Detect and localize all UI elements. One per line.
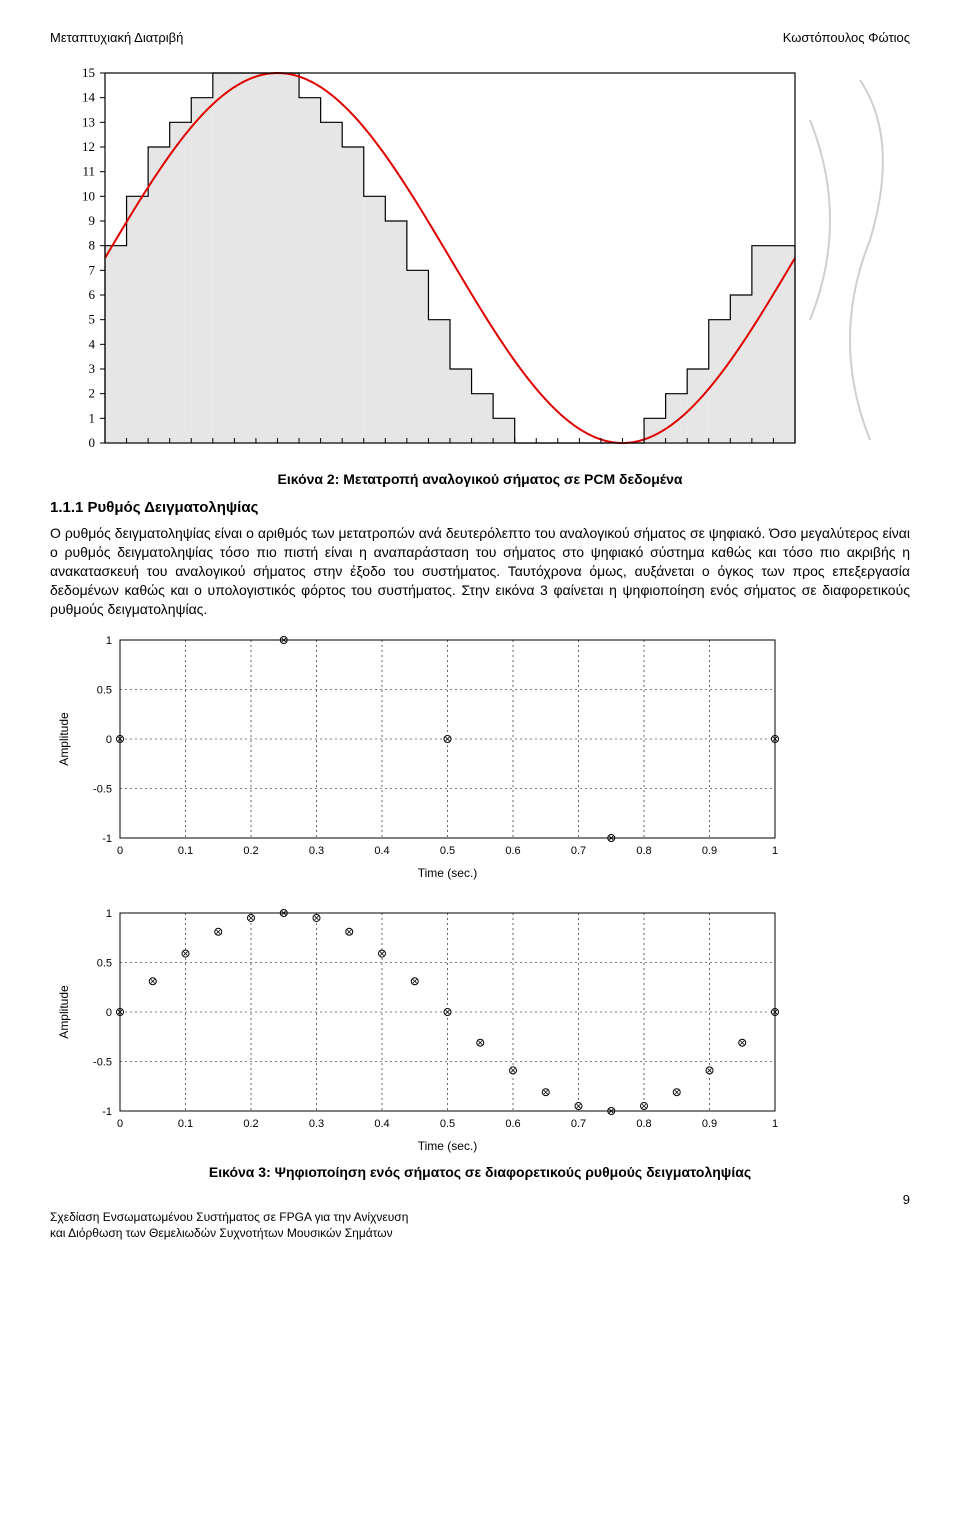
- svg-text:0: 0: [106, 734, 112, 746]
- svg-text:0: 0: [89, 435, 96, 450]
- svg-text:0.5: 0.5: [97, 958, 112, 970]
- svg-text:13: 13: [82, 114, 95, 129]
- svg-text:0.1: 0.1: [178, 1118, 193, 1130]
- svg-text:0.4: 0.4: [374, 1118, 389, 1130]
- svg-text:14: 14: [82, 90, 96, 105]
- fig3-top-chart: 0 0.1 0.2 0.3 0.4 0.5 0.6 0.7 0.8 0.9 1 -1 -0.5 0 0.5 1…: [50, 628, 910, 883]
- svg-text:0.1: 0.1: [178, 845, 193, 857]
- svg-text:-1: -1: [102, 833, 112, 845]
- svg-text:0.9: 0.9: [702, 1118, 717, 1130]
- svg-text:-0.5: -0.5: [93, 784, 112, 796]
- fig2-caption: Εικόνα 2: Μετατροπή αναλογικού σήματος σ…: [50, 471, 910, 487]
- svg-text:7: 7: [89, 262, 96, 277]
- svg-text:2: 2: [89, 386, 96, 401]
- fig3-bottom-chart: 0 0.1 0.2 0.3 0.4 0.5 0.6 0.7 0.8 0.9 1 -1 -0.5 0 0.5 1…: [50, 901, 910, 1156]
- body-paragraph: Ο ρυθμός δειγματοληψίας είναι ο αριθμός …: [50, 524, 910, 618]
- svg-text:0.9: 0.9: [702, 845, 717, 857]
- svg-text:0.7: 0.7: [571, 845, 586, 857]
- header-left: Μεταπτυχιακή Διατριβή: [50, 30, 183, 45]
- svg-text:Amplitude: Amplitude: [57, 712, 71, 766]
- svg-text:11: 11: [82, 164, 95, 179]
- svg-text:Time (sec.): Time (sec.): [418, 866, 478, 880]
- svg-text:0.8: 0.8: [636, 845, 651, 857]
- svg-text:0.5: 0.5: [440, 1118, 455, 1130]
- svg-text:0: 0: [117, 1118, 123, 1130]
- svg-text:1: 1: [89, 410, 96, 425]
- svg-text:8: 8: [89, 238, 96, 253]
- svg-text:5: 5: [89, 312, 96, 327]
- svg-text:0.7: 0.7: [571, 1118, 586, 1130]
- svg-text:0.2: 0.2: [243, 1118, 258, 1130]
- svg-text:6: 6: [89, 287, 96, 302]
- svg-text:0.5: 0.5: [440, 845, 455, 857]
- footer-line1: Σχεδίαση Ενσωματωμένου Συστήματος σε FPG…: [50, 1210, 408, 1226]
- page-footer: Σχεδίαση Ενσωματωμένου Συστήματος σε FPG…: [50, 1192, 910, 1241]
- svg-text:-1: -1: [102, 1106, 112, 1118]
- svg-text:0.2: 0.2: [243, 845, 258, 857]
- svg-text:9: 9: [89, 213, 96, 228]
- svg-text:1: 1: [772, 1118, 778, 1130]
- page-number: 9: [903, 1192, 910, 1207]
- svg-text:1: 1: [106, 908, 112, 920]
- svg-text:0.8: 0.8: [636, 1118, 651, 1130]
- svg-text:4: 4: [89, 336, 96, 351]
- svg-text:10: 10: [82, 188, 95, 203]
- header-right: Κωστόπουλος Φώτιος: [783, 30, 910, 45]
- svg-text:3: 3: [89, 361, 96, 376]
- svg-text:Amplitude: Amplitude: [57, 985, 71, 1039]
- svg-text:0.3: 0.3: [309, 845, 324, 857]
- fig2-chart: 0123456789101112131415: [50, 63, 910, 463]
- section-heading: 1.1.1 Ρυθμός Δειγματοληψίας: [50, 499, 910, 516]
- svg-text:1: 1: [106, 635, 112, 647]
- svg-text:0.4: 0.4: [374, 845, 389, 857]
- fig3-caption: Εικόνα 3: Ψηφιοποίηση ενός σήματος σε δι…: [50, 1164, 910, 1180]
- svg-text:1: 1: [772, 845, 778, 857]
- svg-text:0.5: 0.5: [97, 685, 112, 697]
- svg-text:0.3: 0.3: [309, 1118, 324, 1130]
- page-header: Μεταπτυχιακή Διατριβή Κωστόπουλος Φώτιος: [50, 30, 910, 45]
- svg-text:0.6: 0.6: [505, 845, 520, 857]
- footer-line2: και Διόρθωση των Θεμελιωδών Συχνοτήτων Μ…: [50, 1226, 408, 1242]
- svg-text:15: 15: [82, 65, 95, 80]
- svg-text:12: 12: [82, 139, 95, 154]
- svg-text:Time (sec.): Time (sec.): [418, 1139, 478, 1153]
- svg-text:0.6: 0.6: [505, 1118, 520, 1130]
- svg-text:0: 0: [106, 1007, 112, 1019]
- svg-text:-0.5: -0.5: [93, 1057, 112, 1069]
- svg-text:0: 0: [117, 845, 123, 857]
